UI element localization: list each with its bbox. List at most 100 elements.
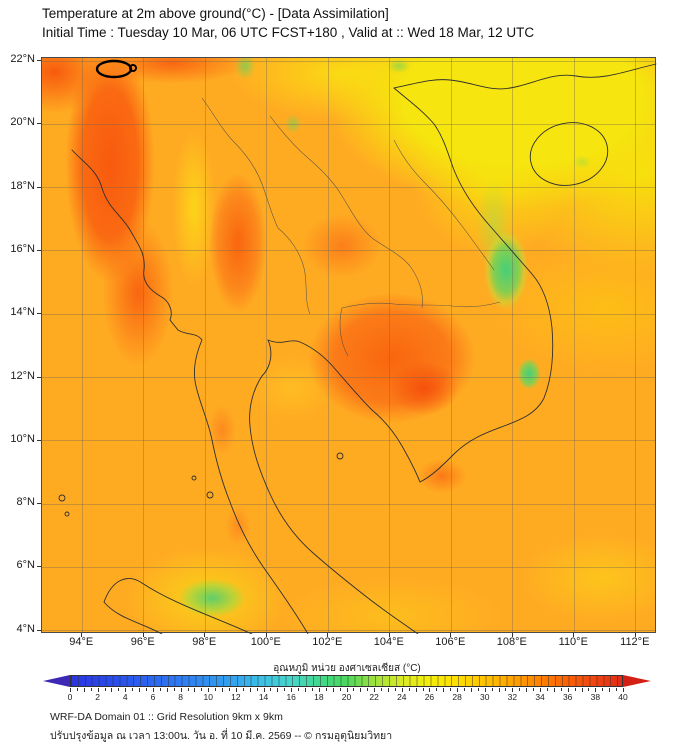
gridline-lat bbox=[42, 630, 655, 632]
gridline-lat bbox=[42, 187, 655, 189]
colorbar-tick bbox=[464, 688, 465, 691]
colorbar-tick bbox=[581, 688, 583, 692]
colorbar-tick bbox=[595, 688, 597, 692]
colorbar-tick-label: 24 bbox=[397, 692, 407, 702]
colorbar-tick-label: 14 bbox=[258, 692, 269, 702]
lon-tick bbox=[265, 633, 267, 637]
colorbar-tick-label: 2 bbox=[95, 692, 100, 702]
gridline-lon bbox=[81, 58, 83, 632]
colorbar-tick bbox=[602, 688, 604, 691]
colorbar-tick bbox=[83, 688, 85, 692]
colorbar-tick bbox=[132, 688, 134, 691]
lon-tick bbox=[573, 633, 575, 637]
colorbar-tick bbox=[159, 688, 161, 691]
colorbar-label: อุณหภูมิ หน่วย องศาเซลเซียส (°C) bbox=[273, 663, 421, 674]
colorbar-tick bbox=[146, 688, 148, 691]
lon-tick bbox=[327, 633, 329, 637]
gridline-lat bbox=[42, 250, 655, 252]
colorbar-tick-label: 22 bbox=[369, 692, 379, 702]
map-title: Temperature at 2m above ground(°C) - [Da… bbox=[42, 6, 389, 21]
coastlines-svg bbox=[58, 59, 657, 634]
colorbar-tick bbox=[90, 688, 92, 691]
colorbar-tick bbox=[277, 688, 279, 692]
colorbar-tick bbox=[484, 688, 486, 692]
lon-tick bbox=[511, 633, 513, 637]
lon-axis-label: 110°E bbox=[558, 636, 588, 648]
colorbar-tick bbox=[118, 688, 120, 691]
lat-axis-label: 4°N bbox=[16, 622, 35, 635]
colorbar-tick bbox=[208, 688, 210, 692]
colorbar-tick bbox=[228, 688, 230, 691]
lat-axis-label: 12°N bbox=[10, 369, 35, 382]
colorbar-tick bbox=[415, 688, 417, 692]
colorbar-tick bbox=[152, 688, 154, 692]
lat-tick bbox=[37, 629, 41, 631]
lon-tick bbox=[450, 633, 452, 637]
colorbar-tick bbox=[194, 688, 196, 692]
lat-tick bbox=[37, 123, 41, 125]
colorbar-tick bbox=[623, 688, 624, 692]
colorbar-tick bbox=[616, 688, 618, 691]
footer-domain-info: WRF-DA Domain 01 :: Grid Resolution 9km … bbox=[50, 711, 283, 723]
lat-tick bbox=[37, 60, 41, 61]
colorbar-tick bbox=[291, 688, 293, 692]
colorbar-tick bbox=[436, 688, 438, 691]
colorbar-tick bbox=[298, 688, 300, 691]
gridline-lat bbox=[42, 440, 655, 442]
lon-axis-label: 100°E bbox=[250, 636, 281, 648]
lon-tick bbox=[388, 633, 390, 637]
lon-tick bbox=[81, 633, 83, 637]
colorbar-tick bbox=[546, 688, 548, 691]
gridline-lon bbox=[389, 58, 391, 632]
lat-tick bbox=[37, 566, 41, 568]
colorbar-tick bbox=[305, 688, 307, 692]
lat-tick bbox=[37, 186, 41, 188]
gridline-lon bbox=[450, 58, 452, 632]
lon-axis-label: 98°E bbox=[192, 636, 217, 648]
colorbar-left-arrow bbox=[43, 675, 70, 687]
colorbar-tick-label: 40 bbox=[618, 692, 628, 702]
colorbar-tick bbox=[533, 688, 535, 691]
colorbar-tick bbox=[76, 688, 78, 691]
colorbar-tick bbox=[332, 688, 334, 692]
colorbar-tick bbox=[470, 688, 472, 692]
colorbar-tick-label: 30 bbox=[480, 692, 490, 702]
colorbar-tick-label: 6 bbox=[150, 692, 156, 702]
colorbar-tick bbox=[263, 688, 265, 692]
colorbar-tick bbox=[104, 688, 106, 691]
colorbar-tick-label: 28 bbox=[452, 692, 462, 702]
colorbar-tick bbox=[401, 688, 403, 692]
gridline-lat bbox=[42, 313, 655, 315]
lat-axis-label: 8°N bbox=[16, 496, 35, 509]
colorbar-tick bbox=[180, 688, 182, 692]
colorbar-tick bbox=[540, 688, 542, 692]
colorbar-tick bbox=[256, 688, 258, 691]
colorbar-tick bbox=[249, 688, 251, 692]
gridline-lat bbox=[42, 377, 655, 378]
gridline-lon bbox=[635, 58, 637, 632]
colorbar-tick bbox=[422, 688, 424, 691]
lon-axis-label: 106°E bbox=[435, 636, 466, 648]
coastline-paths bbox=[58, 63, 657, 634]
map-subtitle-init-valid-time: Initial Time : Tuesday 10 Mar, 06 UTC FC… bbox=[42, 25, 535, 40]
colorbar-tick bbox=[353, 688, 355, 691]
colorbar-tick bbox=[374, 688, 376, 692]
colorbar-tick bbox=[498, 688, 500, 692]
colorbar-tick bbox=[270, 688, 272, 691]
lat-axis-label: 14°N bbox=[10, 306, 35, 319]
colorbar-right-arrow bbox=[623, 675, 651, 687]
colorbar-tick bbox=[70, 688, 71, 692]
lon-tick bbox=[204, 633, 206, 637]
lon-axis-label: 102°E bbox=[312, 636, 343, 648]
colorbar-tick-label: 34 bbox=[535, 692, 545, 702]
lat-tick bbox=[37, 376, 41, 378]
lon-tick bbox=[634, 633, 636, 637]
gridline-lon bbox=[512, 58, 514, 632]
colorbar-tick-label: 10 bbox=[203, 692, 213, 702]
colorbar-tick bbox=[187, 688, 189, 691]
gridline-lon bbox=[266, 58, 268, 632]
lat-tick bbox=[37, 249, 41, 251]
colorbar-tick-label: 8 bbox=[178, 692, 183, 702]
colorbar-tick bbox=[173, 688, 175, 691]
colorbar-tick bbox=[215, 688, 217, 691]
